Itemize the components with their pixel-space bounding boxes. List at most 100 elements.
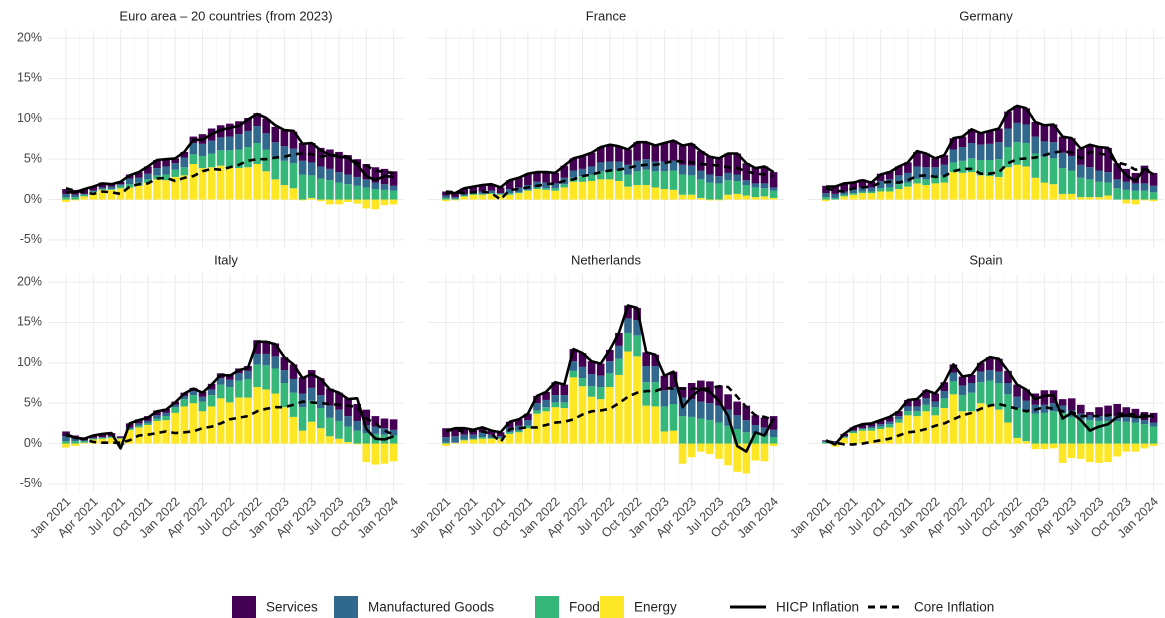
bar-segment <box>1104 195 1112 200</box>
bar-segment <box>71 194 79 198</box>
bar-segment <box>715 199 723 201</box>
bar-segment <box>858 430 867 444</box>
bar-segment <box>885 179 894 188</box>
bar-segment <box>949 381 958 395</box>
bar-segment <box>560 184 569 188</box>
bar-segment <box>651 354 660 367</box>
bar-segment <box>451 192 459 198</box>
bar-segment <box>487 434 496 438</box>
bar-segment <box>706 403 714 421</box>
bar-segment <box>587 386 596 397</box>
bar-segment <box>469 194 478 200</box>
bar-segment <box>289 163 298 189</box>
bar-segment <box>144 166 152 174</box>
bar-segment <box>949 372 958 382</box>
bar-segment <box>171 404 179 408</box>
bar-segment <box>280 357 289 371</box>
bar-segment <box>876 429 885 444</box>
bar-segment <box>1104 405 1112 417</box>
bar-segment <box>587 166 596 175</box>
legend-label: Services <box>266 600 318 615</box>
bar-segment <box>1013 122 1021 143</box>
bar-segment <box>262 133 270 150</box>
bar-segment <box>751 433 760 444</box>
bar-segment <box>578 155 587 169</box>
bar-segment <box>125 429 134 430</box>
bar-segment <box>487 438 496 444</box>
bar-segment <box>596 162 605 172</box>
bar-segment <box>1004 111 1012 129</box>
bar-segment <box>840 437 848 444</box>
bar-segment <box>1022 400 1030 412</box>
bar-segment <box>876 424 885 427</box>
bar-segment <box>515 425 523 431</box>
bar-segment <box>344 184 352 200</box>
bar-segment <box>1031 443 1040 450</box>
bar-segment <box>1013 437 1021 444</box>
bar-segment <box>606 373 614 388</box>
bar-segment <box>769 443 778 446</box>
bar-segment <box>1031 122 1040 137</box>
bar-segment <box>1131 417 1140 423</box>
bar-segment <box>678 174 687 195</box>
bar-segment <box>289 378 298 393</box>
bar-segment <box>1113 403 1121 417</box>
bar-segment <box>633 320 641 336</box>
bar-segment <box>1058 443 1067 463</box>
core-line <box>445 159 774 201</box>
bar-segment <box>587 374 596 387</box>
bar-segment <box>1077 419 1085 444</box>
bar-segment <box>660 161 669 172</box>
bar-segment <box>389 171 398 186</box>
bar-segment <box>986 176 994 200</box>
bar-segment <box>596 375 605 388</box>
bar-segment <box>226 167 234 200</box>
bar-segment <box>1140 199 1149 201</box>
bar-segment <box>262 118 270 134</box>
bar-segment <box>885 427 894 444</box>
bar-segment <box>71 441 79 444</box>
bar-segment <box>1149 172 1158 186</box>
bar-segment <box>840 436 848 438</box>
bar-segment <box>724 443 732 466</box>
y-tick-label: 15% <box>17 315 42 329</box>
bar-segment <box>733 180 741 194</box>
bar-segment <box>533 189 541 200</box>
bar-segment <box>1058 136 1067 153</box>
bar-segment <box>226 402 234 444</box>
bar-segment <box>289 416 298 444</box>
bar-segment <box>633 160 641 172</box>
bar-segment <box>913 406 921 412</box>
bar-segment <box>515 192 523 194</box>
bar-segment <box>1149 422 1158 427</box>
bar-segment <box>660 390 669 407</box>
bar-segment <box>949 138 958 150</box>
bar-segment <box>533 187 541 190</box>
bar-segment <box>298 430 307 444</box>
bar-segment <box>353 199 361 204</box>
bar-segment <box>995 371 1003 383</box>
bar-segment <box>867 423 876 427</box>
bar-segment <box>344 441 352 444</box>
bar-segment <box>660 171 669 190</box>
bar-segment <box>606 387 614 444</box>
bar-segment <box>335 182 343 200</box>
bar-segment <box>542 182 550 189</box>
bar-segment <box>967 158 976 173</box>
bar-segment <box>353 403 361 421</box>
bar-segment <box>1104 172 1112 183</box>
bar-segment <box>289 131 298 149</box>
hicp-line <box>826 104 1155 188</box>
bar-segment <box>371 189 380 200</box>
bar-segment <box>551 188 559 191</box>
bar-segment <box>171 176 179 200</box>
bar-segment <box>335 420 343 439</box>
bar-segment <box>107 186 116 190</box>
bar-segment <box>949 364 958 373</box>
bar-segment <box>1131 190 1140 200</box>
bar-segment <box>1104 420 1112 444</box>
bar-segment <box>733 443 741 472</box>
bar-segment <box>876 426 885 430</box>
bar-segment <box>298 160 307 175</box>
bar-segment <box>678 164 687 175</box>
